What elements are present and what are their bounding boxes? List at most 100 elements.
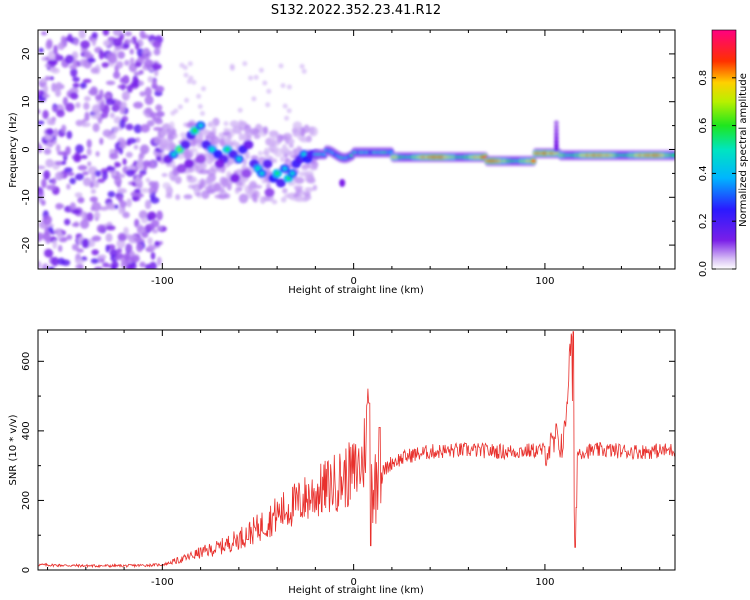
noise-cell — [125, 243, 133, 253]
noise-cell — [99, 89, 104, 98]
noise-cell — [134, 175, 141, 186]
noise-cell — [151, 229, 159, 234]
noise-cell — [126, 198, 132, 208]
halo-cell — [229, 158, 236, 164]
noise-cell — [153, 48, 161, 56]
transition-cell — [214, 159, 225, 169]
noise-cell — [38, 47, 44, 53]
snr-ylabel: SNR (10 * v/v) — [8, 414, 19, 485]
noise-cell — [71, 209, 81, 215]
spectrogram-xlabel: Height of straight line (km) — [288, 285, 424, 296]
noise-cell — [147, 211, 157, 220]
noise-cell — [86, 148, 92, 156]
noise-cell — [84, 111, 90, 122]
y-tick-label: 0 — [21, 567, 32, 573]
halo-cell — [303, 191, 311, 197]
transition-core — [225, 147, 230, 152]
transition-core — [198, 123, 203, 128]
halo-cell — [210, 135, 220, 145]
halo-cell — [265, 137, 273, 146]
snr-frame — [37, 329, 676, 571]
halo-cell — [299, 63, 305, 69]
halo-cell — [249, 181, 257, 189]
noise-cell — [141, 217, 148, 224]
noise-cell — [63, 218, 71, 226]
spectrogram-cells — [38, 30, 321, 269]
halo-cell — [253, 133, 261, 140]
spike-cell — [553, 124, 559, 130]
figure-title: S132.2022.352.23.41.R12 — [271, 3, 441, 18]
noise-cell — [135, 137, 141, 143]
noise-cell — [87, 161, 92, 167]
noise-cell — [48, 226, 54, 232]
noise-cell — [99, 206, 109, 211]
halo-cell — [310, 165, 318, 171]
noise-cell — [38, 144, 43, 154]
noise-cell — [96, 224, 106, 233]
noise-cell — [94, 211, 101, 220]
noise-cell — [133, 144, 139, 150]
noise-cell — [114, 176, 122, 187]
colorbar-tick-label: 0.2 — [698, 213, 709, 229]
noise-cell — [41, 31, 48, 36]
noise-cell — [55, 53, 60, 62]
noise-cell — [145, 177, 151, 183]
noise-cell — [48, 67, 58, 72]
halo-cell — [233, 124, 238, 129]
halo-cell — [201, 190, 210, 200]
noise-cell — [53, 128, 58, 138]
noise-cell — [75, 173, 84, 181]
noise-cell — [147, 244, 157, 251]
halo-cell — [206, 168, 217, 176]
noise-cell — [86, 139, 92, 149]
halo-cell — [219, 138, 225, 147]
noise-cell — [139, 261, 146, 268]
noise-cell — [38, 232, 42, 242]
noise-cell — [80, 219, 90, 229]
noise-cell — [49, 76, 54, 81]
noise-cell — [38, 109, 41, 114]
noise-cell — [133, 101, 144, 109]
transition-cell — [180, 140, 191, 150]
noise-cell — [126, 264, 133, 269]
noise-cell — [66, 183, 71, 190]
noise-cell — [55, 144, 61, 153]
spike-cell — [553, 139, 559, 145]
noise-cell — [61, 124, 67, 133]
noise-cell — [46, 38, 53, 49]
halo-cell — [191, 79, 197, 85]
y-tick-label: -10 — [21, 189, 32, 205]
noise-cell — [144, 199, 152, 210]
noise-cell — [89, 196, 98, 203]
halo-cell — [258, 67, 264, 73]
transition-cell — [195, 154, 206, 164]
noise-cell — [124, 59, 130, 66]
noise-cell — [126, 137, 137, 144]
noise-cell — [77, 165, 88, 171]
noise-cell — [56, 109, 65, 118]
noise-cell — [64, 167, 73, 174]
noise-cell — [137, 157, 144, 168]
y-tick-label: 400 — [21, 421, 32, 440]
noise-cell — [69, 177, 76, 185]
halo-cell — [238, 193, 249, 204]
halo-cell — [226, 170, 232, 180]
noise-cell — [144, 59, 154, 69]
snr-ticks: -100 0 100 0 200 400 600 — [21, 330, 675, 588]
halo-cell — [280, 83, 286, 89]
halo-cell — [265, 102, 271, 108]
noise-cell — [101, 62, 109, 68]
halo-cell — [219, 176, 227, 186]
noise-cell — [46, 128, 54, 136]
noise-cell — [125, 151, 133, 158]
noise-cell — [141, 232, 149, 238]
noise-cell — [110, 265, 117, 269]
noise-cell — [119, 140, 127, 149]
noise-cell — [47, 266, 55, 269]
spike-cell — [553, 131, 559, 137]
noise-cell — [69, 202, 77, 212]
halo-cell — [286, 108, 292, 114]
transition-core — [290, 171, 295, 176]
noise-cell — [153, 62, 159, 71]
halo-cell — [198, 183, 203, 190]
